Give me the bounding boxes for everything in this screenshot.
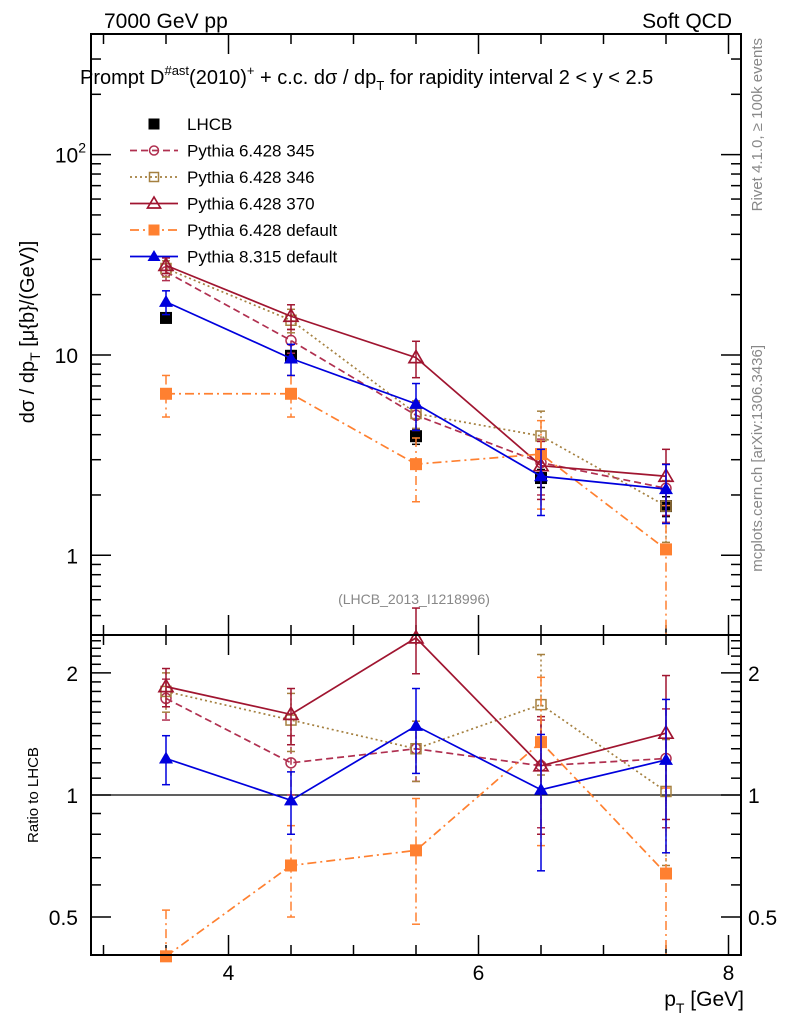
title-part-post1: + c.c. dσ / dp bbox=[254, 67, 376, 89]
main-y-axis-label: dσ / dpT [μ{b}/(GeV)] bbox=[17, 241, 43, 424]
legend-label: Pythia 6.428 345 bbox=[187, 142, 315, 161]
title-superscript-ast: #ast bbox=[164, 63, 189, 78]
marker-filled-triangle bbox=[409, 718, 423, 731]
title-subscript-t: T bbox=[376, 78, 384, 93]
ylabel-part-pre: dσ / dp bbox=[17, 361, 39, 423]
legend-item: Pythia 6.428 346 bbox=[130, 168, 315, 187]
ratio-y-tick-label: 2 bbox=[66, 663, 78, 686]
legend-item: LHCB bbox=[148, 115, 232, 134]
ratio-y-tick-label-right: 0.5 bbox=[748, 907, 777, 930]
marker-open-triangle bbox=[146, 195, 162, 209]
legend-label: Pythia 6.428 346 bbox=[187, 168, 315, 187]
marker-open-circle bbox=[285, 757, 297, 769]
marker-filled-triangle bbox=[159, 294, 173, 307]
legend-label: Pythia 6.428 370 bbox=[187, 195, 315, 214]
marker-open-triangle bbox=[157, 256, 175, 272]
marker-filled-square bbox=[660, 543, 672, 556]
marker-filled-square bbox=[148, 224, 160, 236]
legend: LHCB Pythia 6.428 345 Pythia 6.428 346 Pyth… bbox=[130, 115, 338, 267]
ratio-y-tick-label-right: 1 bbox=[748, 785, 760, 808]
x-tick-label: 8 bbox=[723, 962, 735, 985]
marker-filled-triangle bbox=[534, 469, 548, 482]
ratio-y-tick-label-right: 2 bbox=[748, 663, 760, 686]
header-left-label: 7000 GeV pp bbox=[104, 10, 228, 33]
marker-filled-square bbox=[410, 844, 422, 857]
marker-open-circle bbox=[148, 145, 160, 156]
xlabel-part-pre: p bbox=[664, 988, 676, 1011]
marker-filled-square bbox=[410, 430, 422, 443]
ratio-y-tick-label: 1 bbox=[66, 785, 78, 808]
y-tick-label: 10 bbox=[55, 345, 78, 368]
marker-filled-triangle bbox=[659, 752, 673, 765]
title-superscript-plus: + bbox=[247, 63, 255, 78]
marker-filled-square bbox=[410, 458, 422, 471]
main-y-tick-labels: 1 10 102 bbox=[55, 140, 87, 569]
marker-open-triangle bbox=[157, 677, 175, 693]
ratio-tick-labels: 0.5 0.5 1 1 2 2 4 6 8 bbox=[49, 663, 777, 985]
main-series-group bbox=[157, 256, 675, 636]
y-tick-label: 1 bbox=[66, 545, 78, 568]
x-axis-label: pT [GeV] bbox=[664, 988, 744, 1016]
marker-filled-triangle bbox=[534, 782, 548, 795]
ratio-plot-frame bbox=[90, 634, 742, 956]
x-tick-label: 6 bbox=[473, 962, 485, 985]
legend-label: Pythia 8.315 default bbox=[187, 248, 338, 267]
main-series-pythia-8-315-default bbox=[159, 290, 673, 525]
marker-filled-square bbox=[285, 859, 297, 872]
marker-open-triangle bbox=[282, 307, 300, 323]
title-part-post2: for rapidity interval 2 < y < 2.5 bbox=[384, 67, 653, 89]
marker-open-triangle bbox=[407, 629, 425, 644]
legend-item: Pythia 8.315 default bbox=[130, 248, 338, 267]
ratio-panel: 0.5 0.5 1 1 2 2 4 6 8 Ratio to LHCB pT [GeV] bbox=[25, 607, 777, 1016]
legend-item: Pythia 6.428 370 bbox=[130, 195, 315, 214]
main-title: Prompt D#ast(2010)+ + c.c. dσ / dpT for … bbox=[80, 63, 653, 93]
marker-open-triangle bbox=[282, 705, 300, 721]
ratio-series-pythia-8-315-default bbox=[159, 687, 673, 872]
title-part-pre: Prompt D bbox=[80, 67, 164, 89]
marker-open-triangle bbox=[407, 348, 425, 364]
main-panel: 1 10 102 Prompt D#ast(2010)+ + c.c. dσ / d… bbox=[17, 33, 742, 636]
legend-item: Pythia 6.428 default bbox=[130, 221, 338, 240]
ratio-series-group bbox=[157, 607, 675, 963]
marker-filled-triangle bbox=[147, 250, 161, 261]
marker-filled-square bbox=[160, 387, 172, 400]
marker-filled-triangle bbox=[159, 751, 173, 764]
marker-filled-triangle bbox=[659, 482, 673, 495]
series-line bbox=[165, 271, 667, 490]
rivet-version-label: Rivet 4.1.0, ≥ 100k events bbox=[749, 38, 766, 211]
xlabel-part-post: [GeV] bbox=[684, 988, 744, 1011]
marker-filled-square bbox=[660, 867, 672, 880]
marker-filled-square bbox=[148, 118, 160, 130]
x-tick-label: 4 bbox=[223, 962, 235, 985]
ylabel-subscript: T bbox=[27, 352, 43, 361]
ratio-y-tick-label: 0.5 bbox=[49, 907, 78, 930]
legend-label: Pythia 6.428 default bbox=[187, 221, 338, 240]
legend-label: LHCB bbox=[187, 115, 232, 134]
xlabel-subscript: T bbox=[676, 1000, 685, 1016]
title-part-mid: (2010) bbox=[189, 67, 247, 89]
marker-filled-square bbox=[160, 950, 172, 963]
marker-filled-triangle bbox=[409, 396, 423, 409]
ylabel-part-post: [μ{b}/(GeV)] bbox=[17, 241, 39, 353]
y-tick-label: 102 bbox=[55, 140, 86, 168]
marker-filled-square bbox=[285, 387, 297, 400]
marker-filled-triangle bbox=[284, 793, 298, 806]
header-right-label: Soft QCD bbox=[642, 10, 732, 33]
mcplots-credit-label: mcplots.cern.ch [arXiv:1306.3436] bbox=[749, 345, 766, 572]
analysis-id-annotation: (LHCB_2013_I1218996) bbox=[338, 591, 490, 607]
legend-item: Pythia 6.428 345 bbox=[130, 142, 315, 161]
ratio-y-axis-label: Ratio to LHCB bbox=[25, 747, 42, 843]
marker-filled-triangle bbox=[284, 351, 298, 364]
marker-open-square bbox=[148, 171, 160, 183]
